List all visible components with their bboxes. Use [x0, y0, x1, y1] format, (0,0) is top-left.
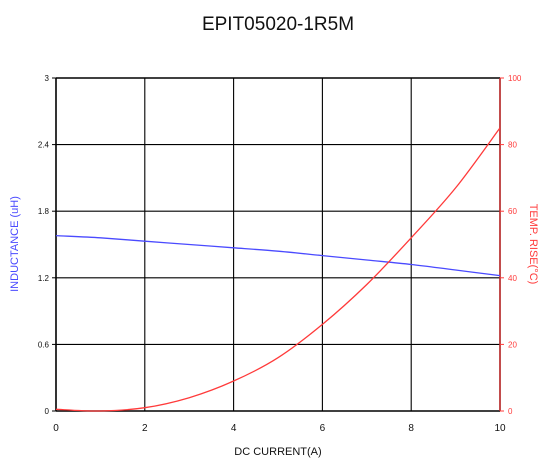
y-tick-label-right: 20 — [508, 340, 517, 349]
tick-labels: 0 2 4 6 8 100 00.6 201.2 401.8 602.4 803 100 — [38, 74, 522, 434]
y-tick-label-right: 0 — [508, 407, 513, 416]
inductance-line — [55, 234, 501, 277]
y-tick-label-left: 1.8 — [38, 207, 50, 216]
y-tick-label-right: 80 — [508, 141, 517, 150]
x-tick-label: 4 — [231, 423, 237, 434]
y-tick-label-right: 40 — [508, 274, 517, 283]
x-tick-label: 6 — [320, 423, 326, 434]
y-tick-label-left: 1.2 — [38, 274, 50, 283]
y-axis-label-left: INDUCTANCE (uH) — [9, 196, 21, 292]
chart-title: EPIT05020-1R5M — [202, 14, 354, 35]
x-tick-label: 8 — [408, 423, 414, 434]
x-tick-label: 0 — [53, 423, 59, 434]
x-tick-label: 10 — [494, 423, 506, 434]
y-tick-label-left: 0 — [45, 407, 50, 416]
grid — [52, 77, 504, 412]
y-tick-label-right: 100 — [508, 74, 522, 83]
y-tick-label-left: 3 — [45, 74, 50, 83]
y-tick-label-left: 2.4 — [38, 141, 50, 150]
temp-rise-line — [55, 127, 501, 412]
x-tick-label: 2 — [142, 423, 148, 434]
y-tick-label-left: 0.6 — [38, 340, 50, 349]
series-layer — [55, 127, 501, 412]
y-tick-label-right: 60 — [508, 207, 517, 216]
x-axis-label: DC CURRENT(A) — [234, 446, 321, 458]
y-axis-label-right: TEMP. RISE(°C) — [527, 204, 539, 285]
